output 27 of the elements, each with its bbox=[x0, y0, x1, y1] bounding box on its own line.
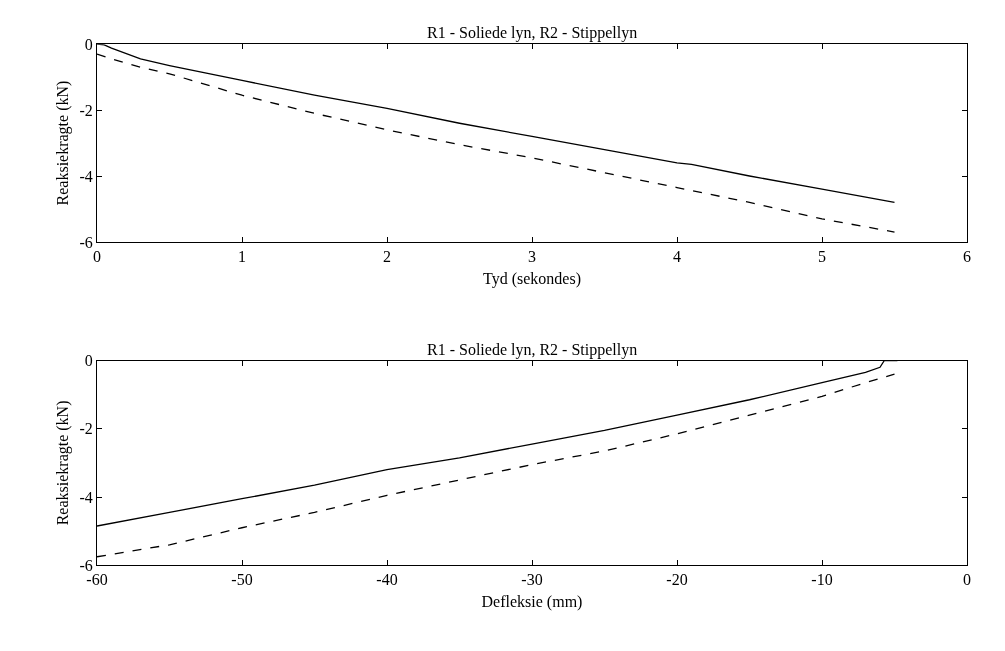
y-tick-label: -4 bbox=[79, 167, 93, 185]
x-tick-label: 0 bbox=[963, 571, 971, 589]
y-tick-label: -4 bbox=[79, 488, 93, 506]
y-axis-title: Reaksiekragte (kN) bbox=[54, 400, 73, 526]
x-tick-label: -10 bbox=[811, 571, 833, 589]
x-tick-label: -50 bbox=[231, 571, 253, 589]
x-tick-label: -60 bbox=[86, 571, 108, 589]
x-tick-label: 1 bbox=[238, 248, 246, 266]
y-axis-title: Reaksiekragte (kN) bbox=[54, 80, 73, 206]
y-tick-label: -6 bbox=[79, 233, 93, 251]
x-tick-label: -40 bbox=[376, 571, 398, 589]
x-axis-title: Tyd (sekondes) bbox=[483, 269, 581, 288]
x-tick-label: -20 bbox=[666, 571, 688, 589]
x-tick-label: 4 bbox=[673, 248, 681, 266]
x-tick-label: 2 bbox=[383, 248, 391, 266]
x-tick-label: 6 bbox=[963, 248, 971, 266]
y-tick-label: -2 bbox=[79, 101, 93, 119]
y-tick-label: 0 bbox=[84, 35, 93, 53]
chart-title: R1 - Soliede lyn, R2 - Stippellyn bbox=[427, 341, 638, 359]
chart-title: R1 - Soliede lyn, R2 - Stippellyn bbox=[427, 24, 638, 42]
x-tick-label: 3 bbox=[528, 248, 536, 266]
y-tick-label: -6 bbox=[79, 556, 93, 574]
x-axis-title: Defleksie (mm) bbox=[481, 593, 583, 612]
y-tick-label: 0 bbox=[84, 352, 93, 370]
y-tick-label: -2 bbox=[79, 420, 93, 438]
x-tick-label: -30 bbox=[521, 571, 543, 589]
x-tick-label: 5 bbox=[818, 248, 826, 266]
